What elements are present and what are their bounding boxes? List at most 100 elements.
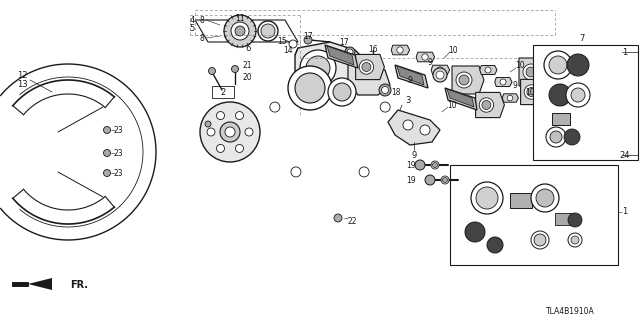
Text: 3: 3 xyxy=(405,95,411,105)
Text: 9: 9 xyxy=(412,150,417,159)
Circle shape xyxy=(362,62,371,71)
Text: 12: 12 xyxy=(17,70,28,79)
Circle shape xyxy=(442,178,447,182)
Text: 24: 24 xyxy=(620,150,630,159)
Text: 11: 11 xyxy=(236,13,244,22)
Text: 1: 1 xyxy=(622,47,628,57)
Circle shape xyxy=(333,83,351,101)
Circle shape xyxy=(300,50,336,86)
Circle shape xyxy=(564,129,580,145)
Text: 13: 13 xyxy=(17,79,28,89)
Polygon shape xyxy=(476,92,504,118)
Polygon shape xyxy=(327,46,354,65)
Circle shape xyxy=(534,234,546,246)
Circle shape xyxy=(476,187,498,209)
Circle shape xyxy=(328,78,356,106)
Polygon shape xyxy=(397,66,424,85)
Polygon shape xyxy=(480,66,497,75)
Text: 1: 1 xyxy=(622,207,628,217)
Circle shape xyxy=(536,189,554,207)
Circle shape xyxy=(304,36,312,44)
Circle shape xyxy=(270,102,280,112)
Text: 4: 4 xyxy=(189,15,195,25)
Circle shape xyxy=(436,71,444,79)
Text: 19: 19 xyxy=(406,175,416,185)
Circle shape xyxy=(482,100,491,109)
Text: 9: 9 xyxy=(428,58,433,67)
Polygon shape xyxy=(28,278,52,290)
Text: 16: 16 xyxy=(368,44,378,53)
Circle shape xyxy=(437,67,444,73)
Circle shape xyxy=(232,66,239,73)
Circle shape xyxy=(415,160,425,170)
Circle shape xyxy=(531,231,549,249)
Circle shape xyxy=(292,87,368,163)
Circle shape xyxy=(236,112,243,120)
Circle shape xyxy=(433,68,447,82)
Circle shape xyxy=(365,60,375,70)
Bar xyxy=(533,45,638,160)
Circle shape xyxy=(546,127,566,147)
Polygon shape xyxy=(416,52,435,62)
Circle shape xyxy=(433,163,438,167)
Circle shape xyxy=(397,47,403,53)
Circle shape xyxy=(209,68,216,75)
Circle shape xyxy=(422,54,428,60)
Polygon shape xyxy=(391,45,410,55)
Circle shape xyxy=(289,40,297,48)
Circle shape xyxy=(568,233,582,247)
Circle shape xyxy=(550,131,562,143)
Circle shape xyxy=(236,144,243,152)
Bar xyxy=(555,213,573,225)
Circle shape xyxy=(500,79,506,85)
Text: 6: 6 xyxy=(245,44,251,52)
Circle shape xyxy=(306,56,330,80)
Text: 10: 10 xyxy=(448,45,458,54)
Circle shape xyxy=(295,73,325,103)
Polygon shape xyxy=(452,66,484,94)
Text: 10: 10 xyxy=(447,100,457,109)
Text: 19: 19 xyxy=(406,161,416,170)
Text: 17: 17 xyxy=(339,37,349,46)
Bar xyxy=(212,86,234,98)
Circle shape xyxy=(566,83,590,107)
Circle shape xyxy=(315,110,345,140)
Circle shape xyxy=(524,85,539,99)
Polygon shape xyxy=(447,89,474,107)
Polygon shape xyxy=(325,45,358,68)
Circle shape xyxy=(487,237,503,253)
Circle shape xyxy=(207,128,215,136)
Circle shape xyxy=(325,62,335,72)
Circle shape xyxy=(479,98,493,112)
Text: 23: 23 xyxy=(113,148,123,157)
Text: 10: 10 xyxy=(525,87,535,97)
Circle shape xyxy=(205,121,211,127)
Circle shape xyxy=(523,64,539,80)
Circle shape xyxy=(248,43,412,207)
Circle shape xyxy=(220,122,240,142)
Circle shape xyxy=(225,127,235,137)
Circle shape xyxy=(526,67,536,77)
Circle shape xyxy=(288,66,332,110)
Circle shape xyxy=(420,125,430,135)
Circle shape xyxy=(485,67,491,73)
Circle shape xyxy=(568,213,582,227)
Circle shape xyxy=(508,95,513,101)
Polygon shape xyxy=(431,65,450,75)
Text: 9: 9 xyxy=(513,81,517,90)
Circle shape xyxy=(104,126,111,133)
Bar xyxy=(510,193,532,208)
Circle shape xyxy=(381,86,388,93)
Circle shape xyxy=(291,167,301,177)
Circle shape xyxy=(544,51,572,79)
Bar xyxy=(12,282,28,286)
Polygon shape xyxy=(195,20,298,42)
Text: 8: 8 xyxy=(200,15,204,25)
Circle shape xyxy=(216,112,225,120)
Circle shape xyxy=(104,170,111,177)
Polygon shape xyxy=(520,79,549,105)
Circle shape xyxy=(334,214,342,222)
Circle shape xyxy=(379,84,391,96)
Bar xyxy=(450,165,618,265)
Bar xyxy=(552,113,570,125)
